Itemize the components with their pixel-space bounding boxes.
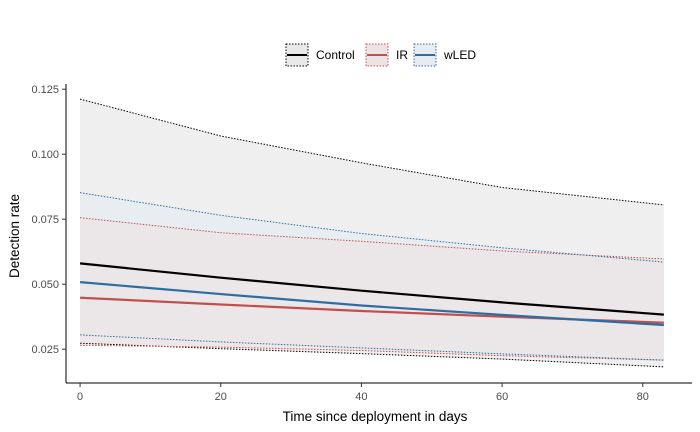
y-tick-label: 0.075 xyxy=(31,214,59,226)
legend-label-control: Control xyxy=(316,48,355,62)
legend: Control IR wLED xyxy=(285,43,476,67)
legend-label-ir: IR xyxy=(396,48,408,62)
legend-label-wled: wLED xyxy=(443,48,476,62)
confidence-bands xyxy=(80,99,664,367)
x-tick-label: 20 xyxy=(215,391,227,403)
series-line-wled xyxy=(79,281,664,327)
y-tick-label: 0.125 xyxy=(31,84,59,96)
series-line-control xyxy=(79,262,664,316)
x-tick-label: 60 xyxy=(496,391,508,403)
legend-item-wled: wLED xyxy=(413,43,476,67)
x-tick-label: 80 xyxy=(637,391,649,403)
lower-bound-ir xyxy=(80,344,664,361)
band-ir xyxy=(80,217,664,361)
upper-bound-control xyxy=(79,98,664,206)
x-axis-title: Time since deployment in days xyxy=(283,409,468,424)
axes: 0 20 40 60 80 0.025 0.050 0.075 0.100 0.125 xyxy=(31,84,692,403)
y-tick-label: 0.100 xyxy=(31,149,59,161)
y-axis-title: Detection rate xyxy=(7,194,22,278)
x-tick-label: 40 xyxy=(355,391,367,403)
upper-bound-ir xyxy=(80,217,664,260)
legend-item-ir: IR xyxy=(365,43,408,67)
lower-bound-wled xyxy=(80,334,664,361)
x-tick-label: 0 xyxy=(77,391,83,403)
series-lines xyxy=(79,262,664,327)
y-tick-label: 0.050 xyxy=(31,279,59,291)
legend-item-control: Control xyxy=(285,43,355,67)
confidence-bounds xyxy=(79,98,664,368)
y-tick-label: 0.025 xyxy=(31,344,59,356)
